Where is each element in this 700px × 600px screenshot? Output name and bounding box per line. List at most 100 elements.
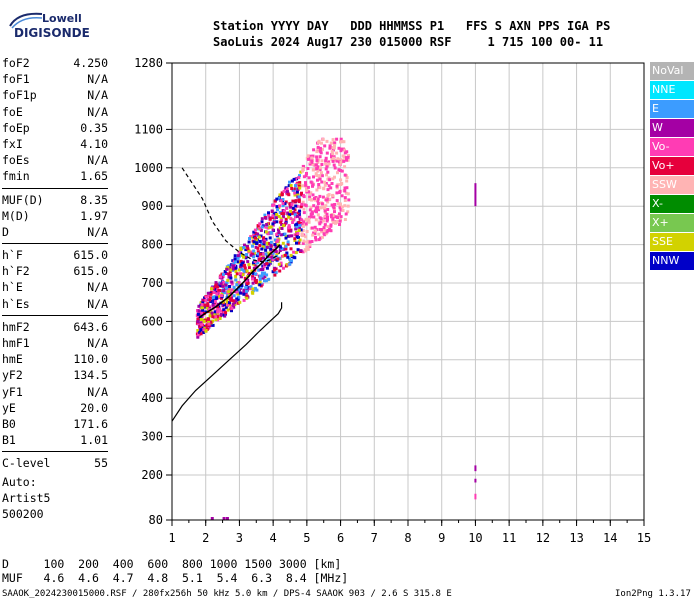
echo-point bbox=[325, 165, 329, 169]
echo-point bbox=[331, 219, 335, 223]
echo-point bbox=[232, 261, 236, 265]
echo-point bbox=[288, 262, 292, 266]
echo-point bbox=[277, 196, 281, 200]
echo-point bbox=[297, 221, 301, 224]
echo-point bbox=[230, 296, 234, 299]
echo-point bbox=[318, 174, 322, 178]
echo-point bbox=[210, 311, 214, 315]
echo-point bbox=[314, 218, 318, 222]
echo-point bbox=[239, 263, 243, 267]
echo-point bbox=[326, 188, 330, 192]
echo-point bbox=[323, 209, 327, 213]
echo-point bbox=[300, 218, 304, 222]
echo-point bbox=[338, 206, 342, 210]
echo-point bbox=[294, 227, 298, 231]
echo-point bbox=[289, 253, 293, 257]
echo-point bbox=[336, 171, 339, 175]
echo-point bbox=[234, 260, 237, 264]
echo-point bbox=[310, 158, 314, 162]
echo-point bbox=[343, 218, 347, 221]
param-name: hmF1 bbox=[2, 336, 30, 350]
echo-point bbox=[300, 191, 303, 195]
echo-point bbox=[271, 258, 275, 262]
echo-point bbox=[302, 195, 306, 199]
echo-point bbox=[321, 235, 324, 239]
echo-point bbox=[331, 138, 335, 142]
echo-point bbox=[216, 310, 220, 314]
echo-point bbox=[290, 212, 294, 216]
echo-point bbox=[222, 517, 226, 520]
echo-point bbox=[247, 263, 251, 267]
echo-point bbox=[318, 155, 322, 159]
echo-point bbox=[236, 292, 240, 296]
echo-point bbox=[233, 257, 237, 261]
legend-x: X+ bbox=[650, 214, 694, 233]
echo-point bbox=[343, 148, 346, 152]
echo-point bbox=[200, 303, 204, 306]
echo-streak bbox=[474, 493, 477, 500]
logo-swoosh-icon bbox=[9, 12, 43, 29]
x-tick-label: 9 bbox=[438, 531, 445, 545]
echo-point bbox=[215, 296, 219, 300]
echo-point bbox=[227, 272, 231, 276]
echo-point bbox=[254, 245, 258, 249]
echo-point bbox=[255, 288, 259, 292]
echo-point bbox=[259, 234, 263, 238]
echo-point bbox=[304, 235, 308, 239]
echo-point bbox=[259, 252, 262, 256]
echo-point bbox=[316, 199, 320, 203]
echo-point bbox=[338, 212, 341, 216]
echo-point bbox=[336, 157, 340, 161]
param-value: 0.35 bbox=[80, 120, 108, 135]
echo-point bbox=[277, 214, 281, 218]
echo-point bbox=[324, 159, 328, 163]
echo-point bbox=[346, 155, 350, 159]
echo-point bbox=[342, 140, 346, 144]
echo-point bbox=[332, 221, 336, 225]
echo-point bbox=[214, 315, 218, 319]
legend-vo: Vo+ bbox=[650, 157, 694, 176]
echo-point bbox=[289, 229, 293, 233]
echo-point bbox=[252, 249, 256, 253]
echo-point bbox=[301, 229, 305, 232]
echo-point bbox=[329, 213, 333, 217]
echo-point bbox=[295, 241, 298, 245]
echo-point bbox=[264, 248, 268, 252]
echo-point bbox=[243, 266, 247, 270]
echo-point bbox=[258, 222, 262, 226]
echo-point bbox=[264, 216, 268, 220]
param-value: 643.6 bbox=[73, 319, 108, 334]
echo-point bbox=[290, 187, 294, 190]
echo-point bbox=[320, 180, 324, 184]
y-tick-label: 300 bbox=[141, 430, 163, 444]
echo-point bbox=[335, 159, 339, 163]
echo-point bbox=[344, 212, 348, 216]
echo-point bbox=[323, 183, 327, 187]
echo-point bbox=[288, 234, 292, 238]
echo-point bbox=[237, 281, 241, 285]
echo-point bbox=[306, 154, 310, 158]
echo-point bbox=[301, 250, 305, 254]
param-name: fxI bbox=[2, 136, 23, 151]
echo-point bbox=[320, 147, 324, 151]
echo-point bbox=[299, 193, 303, 197]
param-name: yF2 bbox=[2, 368, 23, 383]
echo-point bbox=[228, 266, 232, 270]
echo-point bbox=[262, 256, 265, 260]
param-name: yE bbox=[2, 400, 16, 415]
echo-point bbox=[260, 274, 264, 278]
echo-point bbox=[343, 189, 347, 193]
y-tick-label: 200 bbox=[141, 468, 163, 482]
echo-point bbox=[288, 257, 291, 261]
param-value: 134.5 bbox=[73, 368, 108, 383]
param-name: foE bbox=[2, 104, 23, 119]
echo-point bbox=[307, 190, 311, 194]
echo-point bbox=[320, 174, 324, 178]
echo-point bbox=[281, 241, 285, 245]
echo-point bbox=[282, 189, 286, 193]
x-tick-label: 11 bbox=[502, 531, 516, 545]
echo-point bbox=[275, 213, 279, 216]
echo-point bbox=[225, 298, 229, 302]
echo-point bbox=[262, 242, 266, 246]
echo-point bbox=[331, 217, 335, 221]
